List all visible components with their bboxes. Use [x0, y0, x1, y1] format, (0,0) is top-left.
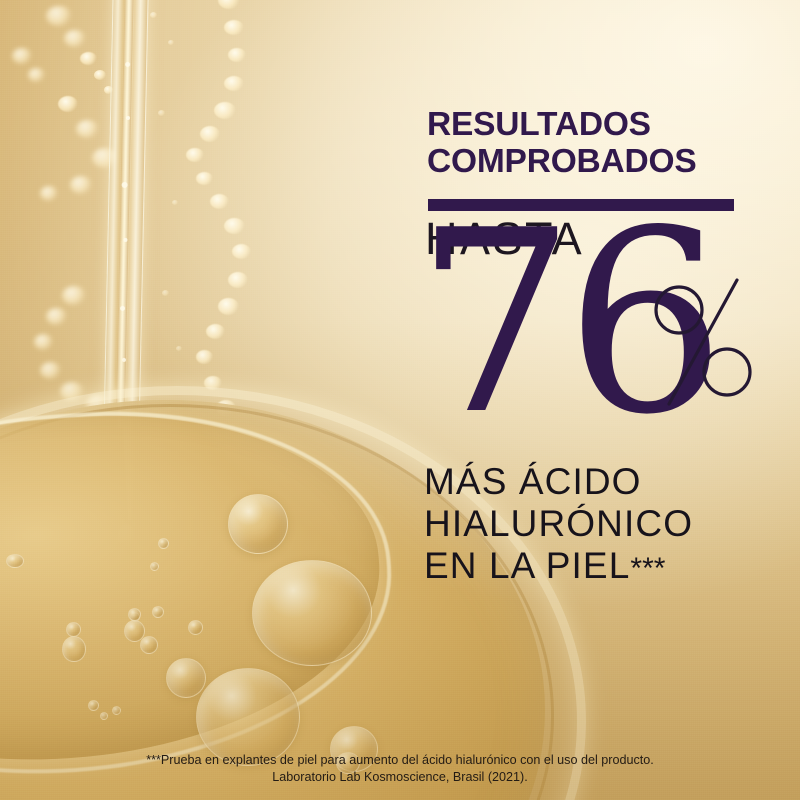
headline-line-1: RESULTADOS — [427, 106, 651, 143]
footnote-line-1: ***Prueba en explantes de piel para aume… — [146, 753, 654, 767]
footnote-marker: *** — [630, 551, 666, 585]
claim-line-3: EN LA PIEL*** — [424, 545, 764, 587]
stat-number: 76 — [415, 177, 716, 470]
page-title: RESULTADOS COMPROBADOS — [427, 106, 757, 181]
claim-text: MÁS ÁCIDO HIALURÓNICO EN LA PIEL*** — [424, 461, 764, 586]
headline-line-2: COMPROBADOS — [427, 142, 697, 180]
divider-rule — [428, 199, 734, 211]
footnote-line-2: Laboratorio Lab Kosmoscience, Brasil (20… — [272, 769, 528, 784]
claim-line-1: MÁS ÁCIDO — [424, 461, 642, 502]
stat-value-display: 76 — [415, 177, 765, 470]
claim-line-2: HIALURÓNICO — [424, 502, 694, 544]
percent-symbol-icon — [654, 278, 752, 406]
claim-line-3-text: EN LA PIEL — [424, 544, 631, 586]
stat-prefix-label: HASTA — [425, 213, 585, 264]
footnote: ***Prueba en explantes de piel para aume… — [0, 752, 800, 785]
